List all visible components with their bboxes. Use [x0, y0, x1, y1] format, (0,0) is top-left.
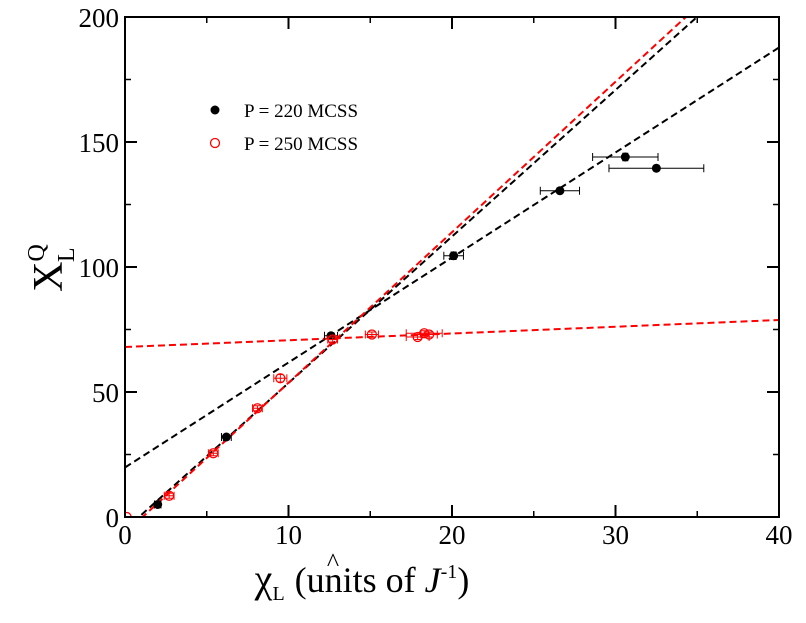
plot-area [125, 17, 779, 517]
data-point-220 [221, 432, 231, 442]
y-tick-label: 50 [92, 378, 119, 408]
axis-ticks: 0 10 20 30 40 0 50 100 150 200 [79, 3, 793, 550]
y-tick-label: 150 [79, 128, 120, 158]
fit-line-250-2 [125, 319, 779, 348]
data-point-250 [327, 334, 338, 345]
data-point-250 [163, 490, 175, 501]
legend-label-220: P = 220 MCSS [244, 101, 358, 122]
x-tick-label: 30 [602, 520, 629, 550]
data-point-250 [125, 511, 132, 517]
x-tick-label: 10 [275, 520, 302, 550]
x-tick-label: 40 [766, 520, 793, 550]
data-point-250 [275, 373, 286, 384]
y-axis-title: XQ L [24, 244, 80, 292]
y-tick-label: 100 [79, 253, 120, 283]
data-point-250 [366, 329, 378, 340]
x-tick-label: 0 [118, 520, 132, 550]
data-point-220 [620, 152, 630, 162]
legend-marker-filled [210, 105, 220, 115]
x-tick-label: 20 [439, 520, 466, 550]
x-axis-title: χL (units of J-1) [254, 556, 470, 605]
y-tick-label: 0 [106, 503, 120, 533]
legend-marker-open [209, 137, 221, 149]
x-axis-title-hat: ^ [327, 548, 339, 577]
data-point-250 [423, 329, 435, 340]
data-point-220 [153, 500, 163, 509]
legend: P = 220 MCSS P = 250 MCSS [209, 101, 358, 155]
data-point-220 [651, 163, 661, 173]
data-point-250 [252, 403, 263, 414]
y-tick-label: 200 [79, 3, 120, 33]
legend-label-250: P = 250 MCSS [244, 134, 358, 155]
fit-line-250-1 [141, 17, 688, 517]
data-point-220 [555, 186, 565, 196]
data-point-220 [449, 251, 459, 261]
data-point-250 [208, 448, 219, 459]
